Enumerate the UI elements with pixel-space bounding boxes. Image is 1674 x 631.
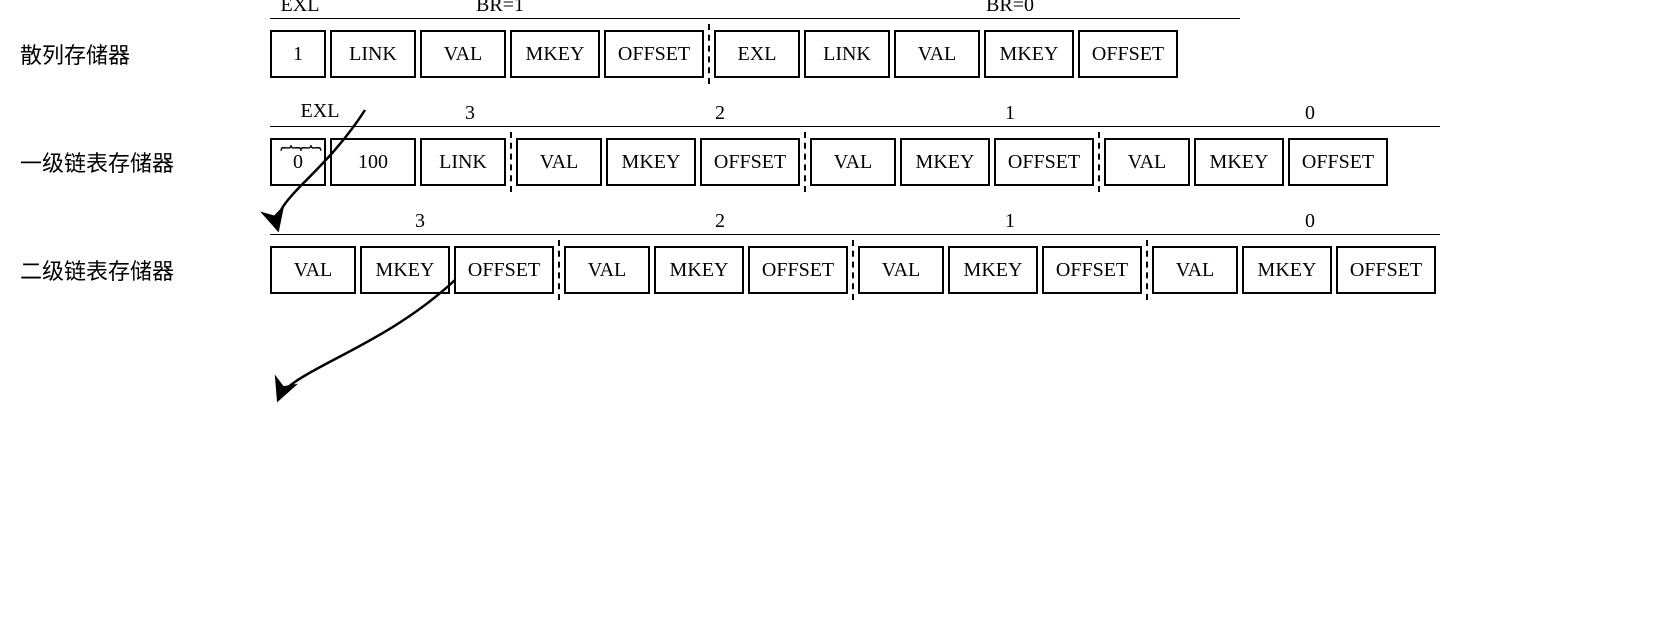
row-level1-linked-list: 一级链表存储器 ︷ ︷ EXL 3 2 1 0 0 100 LINK VAL M… [20,138,1640,186]
r1-br0-cell0: EXL [714,30,800,78]
r3-g3-cell2: OFFSET [454,246,554,294]
row-level2-linked-list: 二级链表存储器 3 2 1 0 VAL MKEY OFFSET VAL MKEY… [20,246,1640,294]
r2-g0-cell1: MKEY [1194,138,1284,186]
r1-br0-cell4: OFFSET [1078,30,1178,78]
r1-br0-cell2: VAL [894,30,980,78]
r2-g2-cell0: VAL [516,138,602,186]
r3-g2-cell1: MKEY [654,246,744,294]
row3-div-b [852,240,854,300]
r3-g3-cell1: MKEY [360,246,450,294]
r2-g1-cell0: VAL [810,138,896,186]
row3-annot-3: 3 [400,210,440,233]
r1-br1-cell1: LINK [330,30,416,78]
r1-br1-cell2: VAL [420,30,506,78]
row2-annot-0: 0 [1290,102,1330,125]
r3-g1-cell0: VAL [858,246,944,294]
r3-g1-cell1: MKEY [948,246,1038,294]
r2-head-cell2: LINK [420,138,506,186]
row2-annot-1: 1 [990,102,1030,125]
row2-label: 一级链表存储器 [20,146,270,178]
r3-g1-cell2: OFFSET [1042,246,1142,294]
row1-label: 散列存储器 [20,38,270,70]
r3-g0-cell0: VAL [1152,246,1238,294]
row1-rule [270,18,1240,20]
row1-annot-exl: EXL [270,0,330,17]
row2-brace: ︷ ︷ [280,124,320,156]
row2-div-b [804,132,806,192]
row2-body: ︷ ︷ EXL 3 2 1 0 0 100 LINK VAL MKEY OFFS… [270,138,1392,186]
r3-g2-cell2: OFFSET [748,246,848,294]
row1-body: EXL BR=1 BR=0 1 LINK VAL MKEY OFFSET EXL… [270,30,1182,78]
row3-label: 二级链表存储器 [20,254,270,286]
r2-g2-cell1: MKEY [606,138,696,186]
row2-annot-2: 2 [700,102,740,125]
row2-annot-exl: EXL [290,100,350,123]
r3-g2-cell0: VAL [564,246,650,294]
row2-rule [270,126,1440,128]
r2-head-cell1: 100 [330,138,416,186]
row3-body: 3 2 1 0 VAL MKEY OFFSET VAL MKEY OFFSET … [270,246,1440,294]
r2-g2-cell2: OFFSET [700,138,800,186]
row2-div-a [510,132,512,192]
r2-g1-cell2: OFFSET [994,138,1094,186]
memory-hierarchy-diagram: 散列存储器 EXL BR=1 BR=0 1 LINK VAL MKEY OFFS… [20,30,1640,294]
row3-annot-2: 2 [700,210,740,233]
row1-annot-br1: BR=1 [450,0,550,17]
r1-br1-cell3: MKEY [510,30,600,78]
r1-br1-cell4: OFFSET [604,30,704,78]
r3-g0-cell2: OFFSET [1336,246,1436,294]
r3-g0-cell1: MKEY [1242,246,1332,294]
row1-divider [708,24,710,84]
r1-br0-cell1: LINK [804,30,890,78]
row3-div-c [1146,240,1148,300]
r2-g1-cell1: MKEY [900,138,990,186]
row2-div-c [1098,132,1100,192]
row3-div-a [558,240,560,300]
r1-br0-cell3: MKEY [984,30,1074,78]
row3-annot-1: 1 [990,210,1030,233]
row-hash-memory: 散列存储器 EXL BR=1 BR=0 1 LINK VAL MKEY OFFS… [20,30,1640,78]
r1-br1-cell0: 1 [270,30,326,78]
r2-g0-cell2: OFFSET [1288,138,1388,186]
r3-g3-cell0: VAL [270,246,356,294]
row2-annot-3: 3 [450,102,490,125]
row1-annot-br0: BR=0 [960,0,1060,17]
row3-rule [270,234,1440,236]
r2-g0-cell0: VAL [1104,138,1190,186]
row3-annot-0: 0 [1290,210,1330,233]
